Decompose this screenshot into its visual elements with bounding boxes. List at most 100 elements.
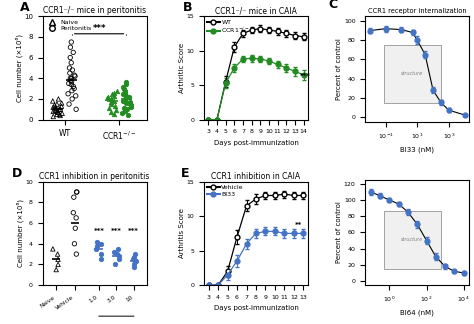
Legend: WT, CCR1$^{-/-}$: WT, CCR1$^{-/-}$ (207, 19, 250, 35)
Point (108, 110, 115, 115)
X-axis label: Days post-immunization: Days post-immunization (213, 306, 299, 311)
FancyBboxPatch shape (384, 45, 441, 103)
Point (125, 94, 133, 99)
Point (55, 262, 62, 267)
Point (66, 65, 73, 71)
Y-axis label: Cell number (×10⁶): Cell number (×10⁶) (15, 34, 23, 102)
Text: ***: *** (300, 73, 311, 79)
Point (119, 91, 127, 96)
Point (111, 104, 118, 109)
Point (119, 98, 127, 104)
Point (71, 74, 79, 79)
Point (112, 108, 120, 113)
Point (55, 96, 62, 101)
Title: CCR1⁻/⁻ mice in peritonitis: CCR1⁻/⁻ mice in peritonitis (43, 6, 146, 16)
Point (70, 195, 78, 200)
Point (58, 104, 65, 109)
Point (124, 107, 131, 112)
Point (104, 94, 112, 99)
Point (93, 243, 100, 249)
Point (69, 67, 76, 73)
Point (49, 109, 57, 114)
Point (70, 50, 77, 55)
Point (131, 262, 138, 267)
Point (92, 246, 100, 251)
Point (130, 255, 137, 260)
Text: **: ** (295, 222, 302, 227)
Point (66, 71, 73, 76)
Point (49, 98, 56, 104)
Point (54, 110, 62, 115)
Point (51, 103, 58, 108)
Point (122, 80, 130, 85)
Point (131, 251, 138, 257)
Text: D: D (11, 167, 22, 179)
Point (121, 88, 128, 93)
Title: CCR1 inhibition in peritonitis: CCR1 inhibition in peritonitis (39, 172, 150, 181)
Point (115, 254, 123, 259)
Point (94, 239, 101, 244)
Text: structure: structure (401, 237, 423, 242)
Point (54, 251, 61, 257)
Point (121, 86, 128, 91)
Title: CCR1 receptor internalization: CCR1 receptor internalization (368, 8, 466, 15)
Y-axis label: Cell number (×10⁶): Cell number (×10⁶) (16, 199, 24, 267)
Point (125, 113, 132, 118)
Point (126, 99, 134, 105)
Point (110, 249, 118, 255)
Y-axis label: Arthritis Score: Arthritis Score (179, 208, 185, 258)
Point (49, 246, 56, 251)
Point (49, 105, 57, 110)
Point (56, 112, 64, 117)
Point (73, 251, 80, 257)
X-axis label: Days post-immunization: Days post-immunization (213, 140, 299, 146)
Y-axis label: Arthritic Score: Arthritic Score (179, 43, 185, 93)
Text: ***: *** (128, 228, 139, 234)
Point (66, 76, 74, 81)
Point (132, 259, 139, 264)
Point (54, 257, 62, 262)
Point (67, 60, 75, 65)
Point (68, 88, 76, 93)
Point (65, 101, 73, 107)
Point (53, 106, 60, 111)
Point (121, 90, 129, 95)
Point (110, 112, 118, 117)
Point (113, 251, 120, 257)
Point (127, 103, 135, 108)
Point (71, 241, 78, 246)
Point (73, 190, 81, 195)
Point (97, 241, 104, 246)
Text: ***: *** (93, 228, 104, 234)
Point (97, 251, 104, 257)
Point (122, 100, 130, 106)
Point (122, 93, 130, 98)
Point (119, 84, 127, 89)
Text: B: B (183, 1, 192, 14)
Point (126, 101, 134, 107)
Y-axis label: Percent of control: Percent of control (337, 202, 342, 263)
Point (110, 98, 118, 104)
Point (68, 96, 76, 101)
Point (111, 262, 118, 267)
FancyBboxPatch shape (384, 211, 441, 269)
Point (127, 105, 135, 110)
Point (53, 267, 60, 272)
Point (68, 79, 75, 84)
Point (67, 78, 74, 83)
Point (121, 96, 128, 101)
Point (70, 210, 77, 215)
Point (72, 226, 79, 231)
Point (55, 107, 63, 112)
Point (65, 81, 73, 86)
Point (108, 101, 115, 107)
Point (108, 99, 115, 105)
Point (66, 55, 74, 60)
Text: E: E (181, 167, 190, 179)
Point (70, 84, 77, 89)
Point (122, 82, 129, 87)
X-axis label: BI33 (nM): BI33 (nM) (400, 146, 434, 153)
Point (68, 76, 75, 81)
Y-axis label: Percent of control: Percent of control (337, 38, 343, 100)
Text: C: C (329, 0, 338, 11)
